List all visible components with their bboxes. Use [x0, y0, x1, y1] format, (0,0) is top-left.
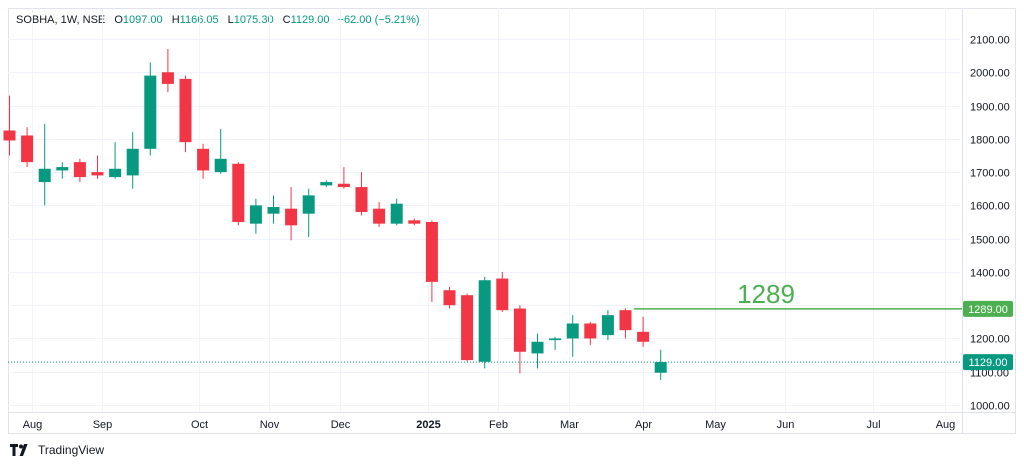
candle-body	[619, 310, 632, 331]
candle-body	[443, 290, 456, 306]
x-tick-label: Feb	[489, 419, 508, 431]
candle-body	[249, 205, 262, 224]
x-tick-label: Mar	[560, 419, 579, 431]
candle-body	[549, 338, 562, 341]
candle-body	[478, 280, 491, 362]
candle-body	[390, 203, 403, 224]
x-tick-label: 2025	[416, 419, 440, 431]
y-tick-label: 1600.00	[970, 201, 1010, 213]
candle-body	[584, 323, 597, 339]
candle-body	[654, 362, 667, 373]
candle-body	[91, 172, 104, 176]
candle-body	[496, 278, 509, 311]
tradingview-footer: TradingView	[10, 443, 104, 457]
candle-body	[531, 341, 544, 354]
high-label: H	[171, 14, 180, 26]
candle-body	[285, 208, 298, 226]
candle-body	[513, 308, 526, 352]
x-tick-label: Jul	[866, 419, 880, 431]
candle-body	[601, 315, 614, 336]
symbol-name: SOBHA, 1W, NSE	[16, 14, 106, 26]
x-tick-label: Sep	[93, 419, 113, 431]
candle-body	[302, 195, 315, 214]
last-price-label: 1129.00	[969, 357, 1008, 369]
level-axis-badge	[963, 300, 1013, 317]
y-tick-label: 1200.00	[970, 334, 1010, 346]
chart-frame	[8, 8, 1016, 434]
candle-body	[320, 182, 333, 186]
candle-body	[3, 130, 16, 141]
candle-body	[566, 323, 579, 339]
candle-body	[179, 78, 192, 143]
candle-body	[161, 72, 174, 84]
y-tick-label: 1900.00	[970, 102, 1010, 114]
y-tick-label: 2100.00	[970, 35, 1010, 47]
change-value: −62.00 (−5.21%)	[337, 14, 420, 26]
candle-body	[126, 148, 139, 176]
candle-body	[373, 208, 386, 224]
y-tick-label: 2000.00	[970, 68, 1010, 80]
candle-body	[355, 187, 368, 213]
x-tick-label: Apr	[635, 419, 652, 431]
low-label: L	[227, 14, 234, 26]
candle-body	[232, 163, 245, 222]
x-tick-label: Dec	[331, 419, 351, 431]
candle-body	[56, 167, 69, 171]
low-value: 1075.30	[233, 14, 274, 26]
close-value: 1129.00	[290, 14, 330, 26]
candle-body	[109, 168, 122, 178]
level-axis-label: 1289.00	[968, 304, 1008, 316]
candle-body	[637, 331, 650, 342]
last-price-badge	[963, 354, 1013, 371]
x-tick-label: May	[705, 419, 726, 431]
x-tick-label: Aug	[936, 419, 956, 431]
candle-body	[197, 148, 210, 171]
y-tick-label: 1400.00	[970, 268, 1010, 280]
brand-name: TradingView	[38, 443, 105, 457]
close-label: C	[282, 14, 291, 26]
candle-body	[267, 207, 280, 214]
x-tick-label: Jun	[777, 419, 795, 431]
y-tick-label: 1100.00	[970, 368, 1009, 380]
candle-body	[461, 295, 474, 361]
y-tick-label: 1500.00	[970, 235, 1010, 247]
candle-body	[21, 135, 34, 163]
y-tick-label: 1700.00	[970, 168, 1010, 180]
y-tick-label: 1000.00	[970, 401, 1010, 413]
candle-body	[144, 75, 157, 149]
candle-body	[38, 168, 51, 183]
x-tick-label: Oct	[191, 419, 208, 431]
candle-body	[214, 158, 227, 173]
open-value: 1097.00	[122, 14, 163, 26]
open-label: O	[114, 14, 123, 26]
candle-body	[73, 162, 86, 178]
level-annotation: 1289	[737, 279, 795, 309]
candle-body	[408, 220, 421, 224]
candle-body	[337, 183, 350, 188]
candlestick-chart[interactable]: 1000.001100.001200.001300.001400.001500.…	[0, 0, 1024, 440]
x-tick-label: Aug	[23, 419, 43, 431]
tradingview-logo-icon	[10, 444, 28, 456]
x-tick-label: Nov	[260, 419, 280, 431]
y-tick-label: 1800.00	[970, 135, 1010, 147]
candle-body	[425, 222, 438, 282]
